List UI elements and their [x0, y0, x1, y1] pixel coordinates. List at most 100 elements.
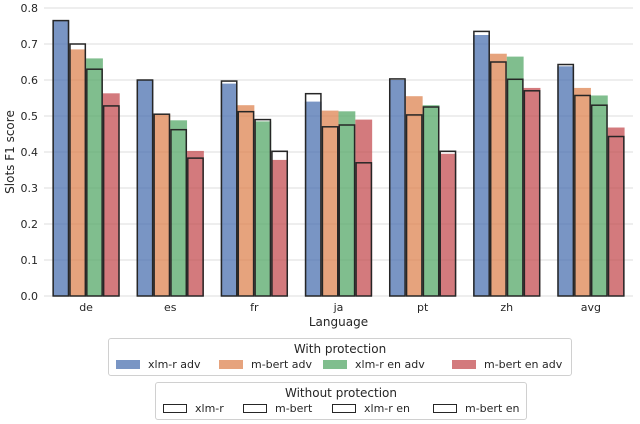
bar-xlm-r-en-adv-ja — [338, 111, 356, 296]
legend-with-protection: With protection xlm-r adv m-bert adv xlm-r… — [108, 338, 572, 376]
outline-bar-xlm-r-en-de — [86, 68, 103, 297]
legend-swatch — [452, 360, 476, 369]
legend-swatch — [433, 404, 457, 413]
outline-bar-m-bert-en-ja — [355, 162, 373, 297]
bar-xlm-r-adv-zh — [473, 35, 490, 296]
legend-item-m-bert-en-adv: m-bert en adv — [452, 358, 562, 371]
y-tick-label: 0.7 — [21, 38, 39, 51]
outline-bar-m-bert-ja — [321, 126, 339, 297]
bar-xlm-r-adv-es — [136, 80, 154, 296]
outline-bar-m-bert-en-zh — [523, 90, 541, 297]
y-tick-label: 0.6 — [21, 74, 39, 87]
outline-bar-m-bert-pt — [405, 114, 423, 297]
bar-m-bert-en-adv-es — [187, 150, 204, 296]
y-tick-label: 0.4 — [21, 146, 39, 159]
y-axis-label: Slots F1 score — [3, 110, 17, 194]
x-tick-label: avg — [581, 301, 601, 314]
legend-swatch — [163, 404, 187, 413]
y-tick-label: 0.8 — [21, 2, 39, 15]
outline-bar-xlm-r-en-ja — [338, 124, 356, 297]
legend-item-xlm-r-en: xlm-r en — [332, 402, 410, 415]
outline-bar-xlm-r-en-pt — [422, 106, 440, 297]
bar-xlm-r-adv-de — [52, 20, 70, 296]
x-axis-label: Language — [309, 315, 368, 329]
outline-bar-m-bert-en-pt — [439, 150, 457, 297]
outline-bar-xlm-r-ja — [304, 92, 322, 297]
bar-m-bert-en-adv-fr — [271, 159, 289, 296]
legend-item-m-bert-en: m-bert en — [433, 402, 520, 415]
bar-xlm-r-en-adv-zh — [506, 56, 524, 296]
outline-bar-xlm-r-avg — [557, 63, 575, 297]
outline-bar-xlm-r-zh — [473, 30, 490, 297]
bar-m-bert-en-adv-zh — [523, 87, 541, 296]
outline-bar-m-bert-en-avg — [607, 135, 625, 297]
x-tick-label: zh — [500, 301, 513, 314]
legend-swatch — [116, 360, 140, 369]
bar-m-bert-adv-fr — [237, 105, 255, 296]
y-tick-label: 0.3 — [21, 182, 39, 195]
x-tick-label: ja — [333, 301, 344, 314]
bar-m-bert-en-adv-pt — [439, 153, 457, 296]
outline-bar-xlm-r-fr — [220, 80, 238, 297]
bar-xlm-r-adv-ja — [304, 101, 322, 296]
legend-label: xlm-r — [195, 402, 224, 415]
bar-xlm-r-en-adv-pt — [422, 105, 440, 296]
x-tick-label: fr — [250, 301, 259, 314]
legend-item-xlm-r-en-adv: xlm-r en adv — [323, 358, 425, 371]
legend-label: m-bert en — [465, 402, 520, 415]
legend-label: xlm-r en adv — [355, 358, 425, 371]
legend-item-m-bert: m-bert — [243, 402, 312, 415]
outline-bar-m-bert-fr — [237, 110, 255, 297]
bar-xlm-r-adv-fr — [220, 83, 238, 296]
outline-bar-m-bert-avg — [574, 94, 591, 297]
legend-without-protection: Without protection xlm-r m-bert xlm-r en m-… — [155, 382, 527, 420]
outline-bar-m-bert-zh — [489, 61, 507, 297]
outline-bar-xlm-r-en-zh — [506, 78, 524, 297]
y-tick-label: 0.1 — [21, 254, 39, 267]
bar-m-bert-adv-es — [153, 114, 171, 296]
outline-bar-xlm-r-en-es — [170, 128, 188, 297]
outline-bar-xlm-r-pt — [388, 78, 406, 297]
bar-m-bert-en-adv-de — [102, 93, 120, 296]
legend-label: xlm-r en — [364, 402, 411, 415]
legend-label: m-bert adv — [251, 358, 312, 371]
x-tick-label: pt — [417, 301, 429, 314]
bar-m-bert-adv-avg — [574, 87, 591, 296]
legend-swatch — [332, 404, 356, 413]
x-tick-label: es — [164, 301, 177, 314]
legend-swatch — [219, 360, 243, 369]
legend-without-protection-title: Without protection — [284, 386, 397, 400]
bar-xlm-r-en-adv-es — [170, 120, 188, 296]
bar-m-bert-adv-pt — [405, 96, 423, 296]
outline-bar-m-bert-en-fr — [271, 150, 289, 297]
legend-label: m-bert — [275, 402, 313, 415]
y-tick-label: 0.0 — [21, 290, 39, 303]
bar-m-bert-en-adv-ja — [355, 119, 373, 296]
legend-with-protection-title: With protection — [293, 342, 387, 356]
bar-xlm-r-en-adv-fr — [254, 121, 272, 297]
bar-xlm-r-adv-pt — [388, 80, 406, 296]
outline-bar-xlm-r-en-fr — [254, 118, 272, 297]
y-tick-label: 0.5 — [21, 110, 39, 123]
bar-m-bert-adv-de — [69, 49, 87, 297]
legend-swatch — [243, 404, 267, 413]
x-tick-label: de — [79, 301, 93, 314]
outline-bar-xlm-r-en-avg — [590, 104, 608, 297]
legend-item-m-bert-adv: m-bert adv — [219, 358, 312, 371]
outline-bar-m-bert-en-es — [187, 157, 204, 297]
bar-m-bert-adv-zh — [489, 53, 507, 296]
legend-item-xlm-r: xlm-r — [163, 402, 224, 415]
legend-swatch — [323, 360, 347, 369]
outline-bar-m-bert-es — [153, 113, 171, 297]
bar-xlm-r-adv-avg — [557, 66, 575, 296]
outline-bar-xlm-r-de — [52, 19, 70, 297]
outline-bar-m-bert-en-de — [102, 105, 120, 297]
bar-xlm-r-en-adv-de — [86, 58, 103, 297]
bar-m-bert-en-adv-avg — [607, 127, 625, 297]
outline-bar-xlm-r-es — [136, 79, 154, 297]
outline-bar-m-bert-de — [69, 43, 87, 297]
y-tick-label: 0.2 — [21, 218, 39, 231]
legend-label: xlm-r adv — [148, 358, 201, 371]
bar-m-bert-adv-ja — [321, 110, 339, 296]
